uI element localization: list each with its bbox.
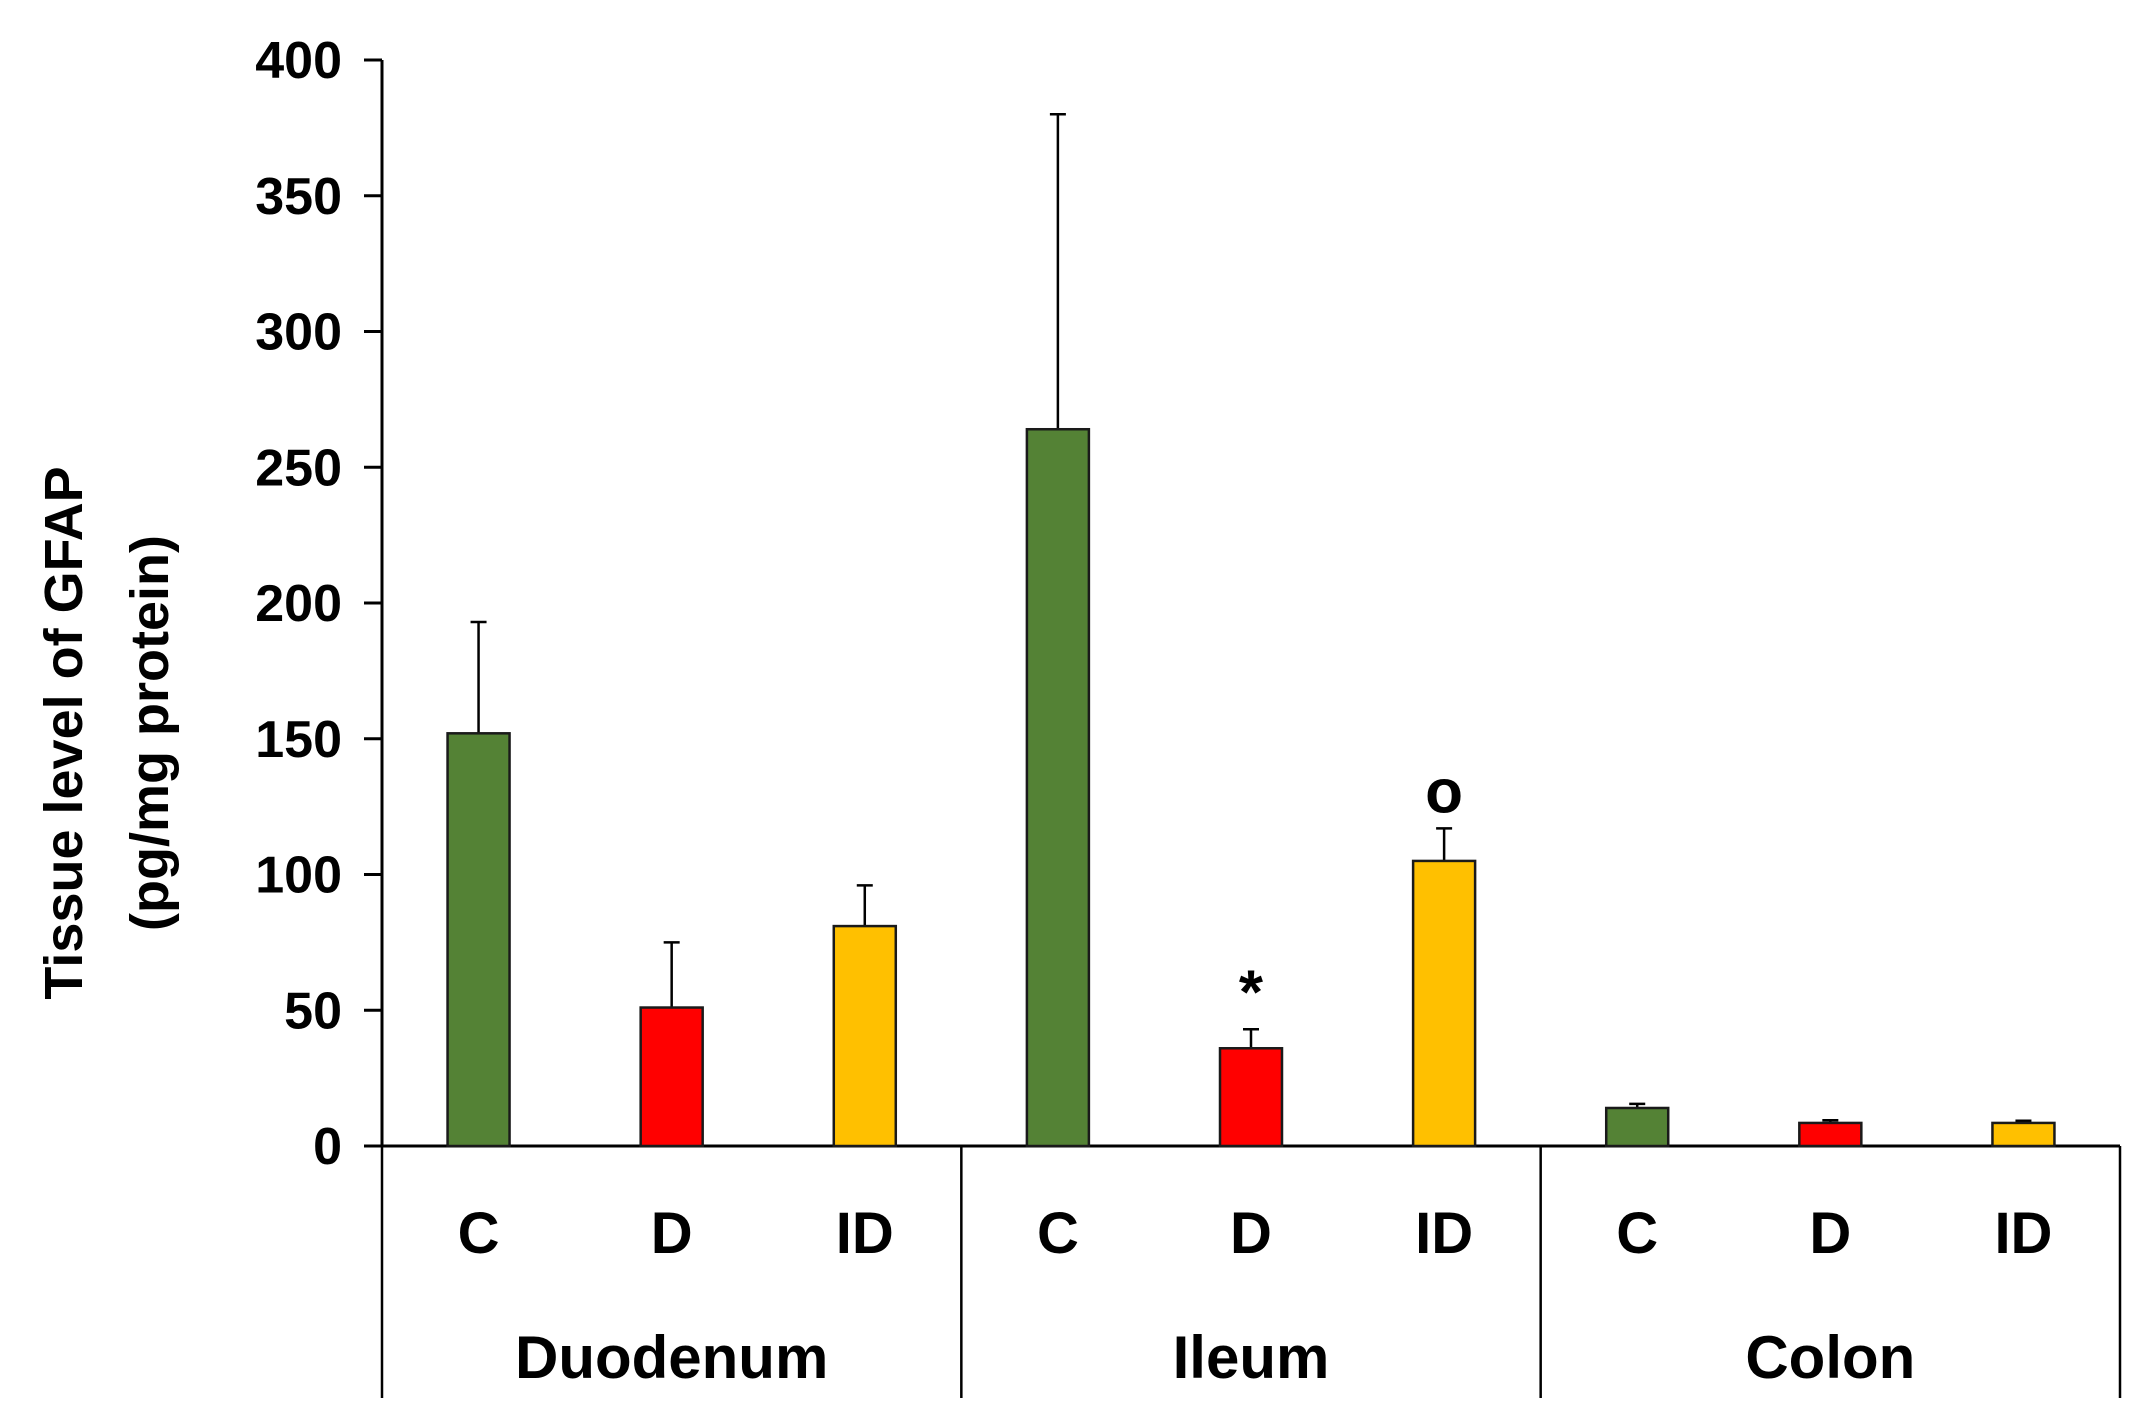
bar-ileum-d <box>1218 1047 1284 1148</box>
y-tick-label: 200 <box>255 575 342 633</box>
y-tick-label: 400 <box>255 32 342 90</box>
y-tick-label: 100 <box>255 847 342 905</box>
bar-ileum-id <box>1411 859 1477 1148</box>
significance-mark: * <box>1239 958 1264 1027</box>
category-label: ID <box>1994 1201 2052 1266</box>
y-tick-label: 350 <box>255 168 342 226</box>
y-tick-label: 50 <box>284 982 342 1040</box>
category-label: ID <box>1415 1201 1473 1266</box>
bar-duodenum-d <box>639 1006 704 1148</box>
category-label: D <box>1230 1201 1272 1266</box>
category-label: D <box>1809 1201 1851 1266</box>
bar-colon-id <box>1991 1121 2056 1148</box>
y-tick-label: 0 <box>313 1118 342 1176</box>
y-tick-label: 150 <box>255 711 342 769</box>
significance-mark: o <box>1425 757 1463 826</box>
y-tick-label: 250 <box>255 439 342 497</box>
bar-ileum-c <box>1025 427 1091 1148</box>
category-label: C <box>1037 1201 1079 1266</box>
bar-colon-d <box>1798 1121 1863 1148</box>
category-label: C <box>458 1201 500 1266</box>
bars: *o <box>446 113 2056 1148</box>
y-tick-label: 300 <box>255 304 342 362</box>
axes: 0 50 100 150 200 250 300 350 400 <box>255 32 2122 1398</box>
y-axis-title-line-1: Tissue level of GFAP <box>34 466 94 999</box>
bar-duodenum-id <box>832 924 898 1148</box>
y-axis-title: Tissue level of GFAP (pg/mg protein) <box>34 466 180 999</box>
group-label: Colon <box>1745 1324 1915 1391</box>
group-label: Duodenum <box>515 1324 828 1391</box>
category-label: D <box>651 1201 693 1266</box>
bar-colon-c <box>1604 1106 1670 1148</box>
category-label: ID <box>836 1201 894 1266</box>
y-axis-title-line-2: (pg/mg protein) <box>120 535 180 931</box>
category-label: C <box>1616 1201 1658 1266</box>
group-label: Ileum <box>1173 1324 1330 1391</box>
bar-duodenum-c <box>446 732 511 1148</box>
